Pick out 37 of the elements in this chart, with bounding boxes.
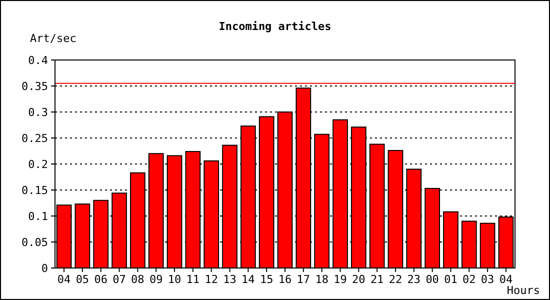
x-tick-label: 21 bbox=[370, 273, 384, 286]
chart-title: Incoming articles bbox=[218, 20, 332, 33]
x-tick-label: 05 bbox=[76, 273, 90, 286]
x-tick-label: 13 bbox=[223, 273, 236, 286]
x-tick-label: 14 bbox=[242, 273, 256, 286]
x-tick-label: 04 bbox=[57, 273, 72, 286]
y-tick-label: 0.25 bbox=[22, 132, 48, 145]
x-tick-label: 09 bbox=[149, 273, 163, 286]
x-tick-label: 16 bbox=[278, 273, 292, 286]
x-tick-label: 15 bbox=[260, 273, 274, 286]
x-tick-label: 22 bbox=[388, 273, 402, 286]
y-tick-label: 0.35 bbox=[22, 80, 48, 93]
x-tick-label: 18 bbox=[315, 273, 328, 286]
x-tick-label: 11 bbox=[186, 273, 200, 286]
x-tick-label: 01 bbox=[444, 273, 458, 286]
x-tick-label: 10 bbox=[168, 273, 182, 286]
x-tick-label: 23 bbox=[407, 273, 421, 286]
x-tick-label: 12 bbox=[204, 273, 218, 286]
y-tick-label: 0.4 bbox=[28, 54, 48, 67]
y-tick-label: 0.15 bbox=[22, 184, 48, 197]
y-tick-label: 0.05 bbox=[22, 236, 48, 249]
x-tick-label: 19 bbox=[334, 273, 347, 286]
x-tick-label: 04 bbox=[499, 273, 513, 286]
y-axis-title: Art/sec bbox=[30, 32, 76, 45]
y-tick-label: 0.1 bbox=[28, 210, 48, 223]
x-tick-label: 07 bbox=[112, 273, 126, 286]
x-tick-label: 20 bbox=[352, 273, 366, 286]
y-tick-label: 0 bbox=[41, 262, 48, 275]
x-tick-label: 17 bbox=[296, 273, 310, 286]
x-tick-label: 02 bbox=[462, 273, 476, 286]
y-tick-label: 0.2 bbox=[28, 158, 48, 171]
x-tick-label: 08 bbox=[131, 273, 144, 286]
x-tick-label: 06 bbox=[94, 273, 108, 286]
y-tick-label: 0.3 bbox=[28, 106, 48, 119]
x-tick-label: 03 bbox=[480, 273, 494, 286]
x-tick-label: 00 bbox=[426, 273, 439, 286]
x-axis-title: Hours bbox=[506, 284, 540, 297]
